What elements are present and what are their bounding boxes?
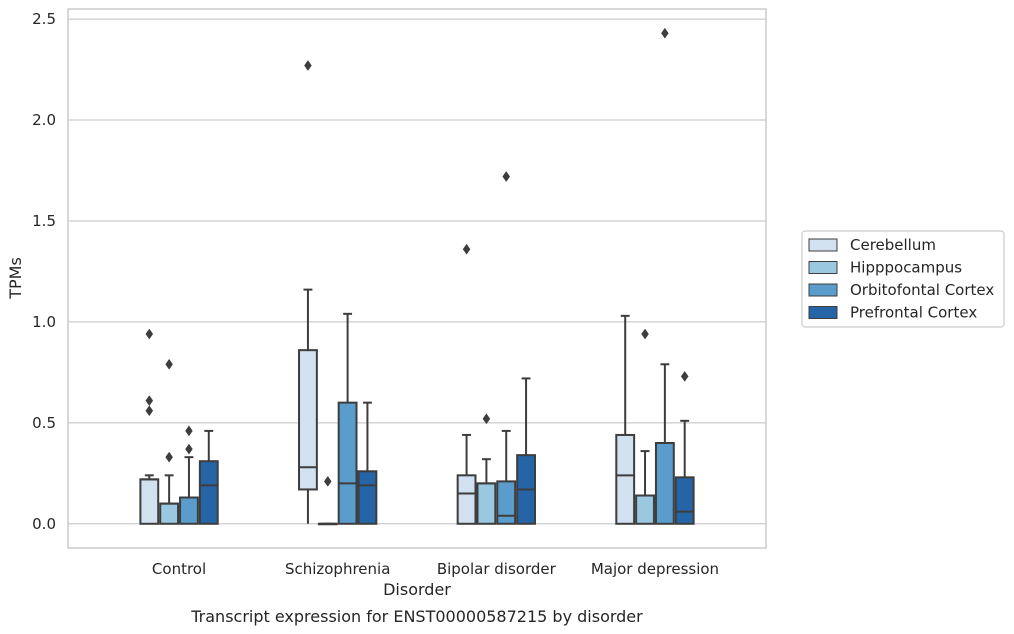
outlier-point <box>661 27 669 39</box>
y-axis-label: TPMs <box>6 257 25 300</box>
box-groups <box>139 27 695 526</box>
box-3-3 <box>674 370 695 525</box>
box-body <box>496 480 517 525</box>
outlier-point <box>145 328 154 340</box>
box-0-2 <box>179 425 199 525</box>
outlier-point <box>462 243 471 255</box>
legend-swatch <box>808 306 838 319</box>
box-2-2 <box>496 171 517 525</box>
outlier-point <box>165 451 173 463</box>
plot-area-frame <box>67 8 767 549</box>
legend-label: Orbitofontal Cortex <box>850 281 994 299</box>
box-3-2 <box>654 27 675 525</box>
outlier-point <box>680 370 689 382</box>
box-1-2 <box>337 312 358 525</box>
x-axis-ticks: Control Schizophrenia Bipolar disorder Majo… <box>152 560 719 578</box>
x-tick-label: Bipolar disorder <box>437 560 557 578</box>
outlier-point <box>641 328 649 340</box>
legend-swatch <box>808 283 838 297</box>
y-tick-label: 0.0 <box>32 515 56 533</box>
x-axis-label: Disorder <box>383 580 451 599</box>
chart-title: Transcript expression for ENST0000058721… <box>190 607 643 626</box>
legend-swatch <box>808 238 838 252</box>
box-3-1 <box>635 328 655 525</box>
x-tick-label: Schizophrenia <box>285 560 390 578</box>
box-body <box>179 496 199 525</box>
box-body <box>298 349 318 491</box>
legend-label: Hipppocampus <box>850 259 962 277</box>
outlier-point <box>304 60 312 71</box>
y-axis-ticks: 0.0 0.5 1.0 1.5 2.0 2.5 <box>32 10 56 533</box>
x-tick-label: Major depression <box>591 560 719 578</box>
box-body <box>615 433 636 525</box>
outlier-point <box>165 358 173 370</box>
box-body <box>635 494 655 525</box>
outlier-point <box>145 395 154 407</box>
y-tick-label: 0.5 <box>32 414 56 432</box>
box-0-3 <box>198 429 219 525</box>
box-body <box>674 476 695 525</box>
y-tick-label: 1.0 <box>32 313 56 331</box>
outlier-point <box>502 171 511 182</box>
outlier-point <box>185 443 193 455</box>
box-1-1 <box>317 475 338 526</box>
x-tick-label: Control <box>152 560 206 578</box>
box-body <box>198 460 219 525</box>
box-2-1 <box>476 413 497 525</box>
box-body <box>456 474 477 525</box>
outlier-point <box>185 425 193 437</box>
box-body <box>654 442 675 525</box>
y-tick-label: 1.5 <box>32 212 56 230</box>
box-body <box>357 470 378 525</box>
box-body <box>476 482 497 525</box>
legend-frame <box>801 230 1005 328</box>
box-2-0 <box>456 243 477 525</box>
outlier-point <box>482 413 491 425</box>
y-tick-label: 2.0 <box>32 111 56 129</box>
box-body <box>159 502 180 525</box>
legend-swatch <box>808 261 838 274</box>
box-3-0 <box>615 314 636 525</box>
box-body <box>337 401 358 525</box>
outlier-point <box>323 475 332 487</box>
box-1-0 <box>298 60 318 524</box>
y-tick-label: 2.5 <box>32 10 56 28</box>
legend-label: Prefrontal Cortex <box>850 304 977 322</box>
legend: Cerebellum Hipppocampus Orbitofontal Corte… <box>801 230 1005 328</box>
box-0-0 <box>139 328 160 525</box>
box-body <box>139 478 160 525</box>
outlier-point <box>145 405 154 417</box>
box-1-3 <box>357 401 378 525</box>
legend-label: Cerebellum <box>850 236 936 254</box>
box-2-3 <box>516 377 536 525</box>
box-0-1 <box>159 358 180 525</box>
